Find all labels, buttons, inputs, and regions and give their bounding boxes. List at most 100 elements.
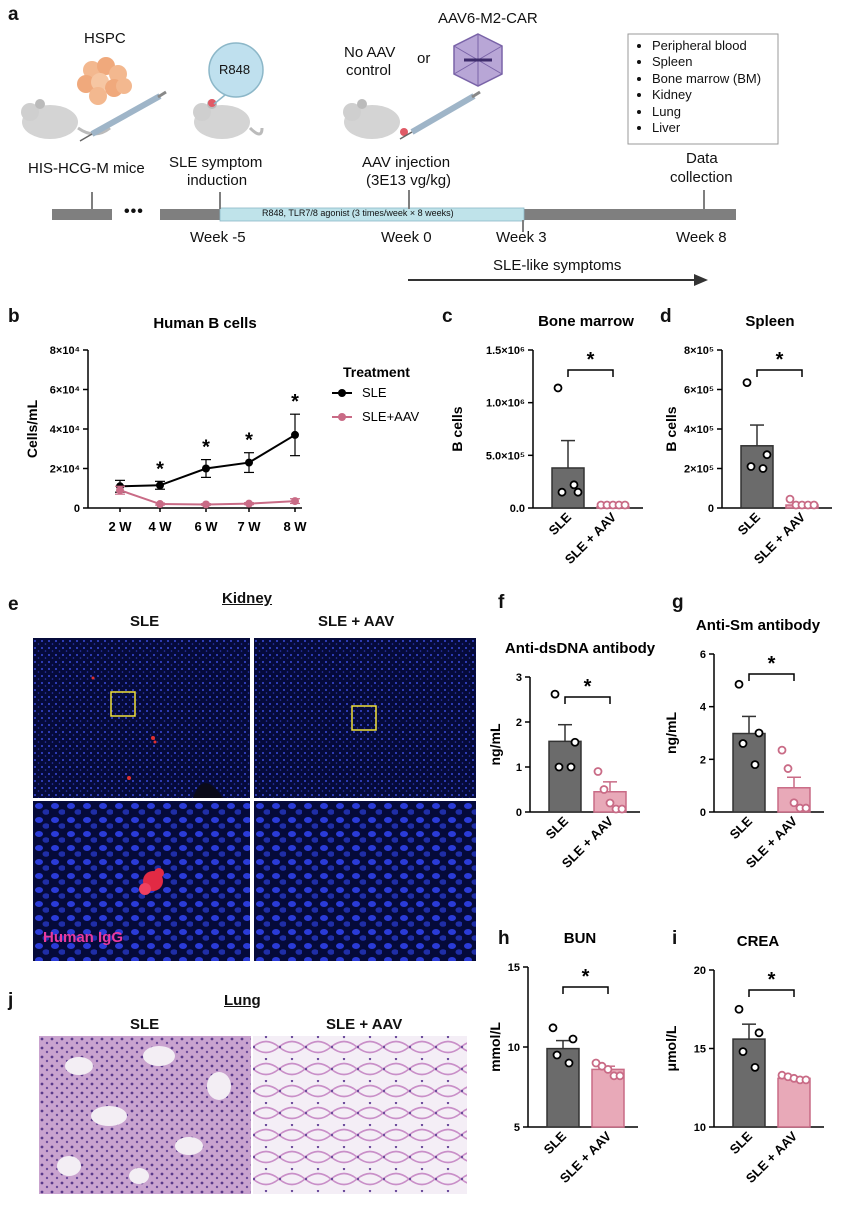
y-tick-label: 8×10⁴ (50, 345, 80, 357)
y-axis-label: ng/mL (663, 712, 679, 754)
tissue-item: Spleen (652, 54, 761, 70)
y-tick-label: 4×10⁵ (684, 424, 714, 436)
bar (548, 740, 582, 813)
significance-star: * (582, 966, 590, 988)
chart-title: CREA (737, 933, 780, 950)
x-tick-label: 6 W (194, 519, 218, 534)
panel-e-label: e (8, 594, 19, 615)
data-point (738, 1047, 748, 1057)
y-tick-label: 8×10⁵ (684, 345, 714, 357)
kidney-aav-overview-texture (254, 638, 476, 798)
hspc-cells-icon (77, 57, 132, 105)
data-point (603, 1064, 613, 1074)
data-point (570, 737, 580, 747)
data-point (202, 464, 210, 473)
bar (546, 1047, 580, 1128)
x-tick-label: 2 W (108, 519, 132, 534)
x-tick-label: SLE (727, 813, 756, 842)
data-point (750, 1062, 760, 1072)
timeline-bar-label: R848, TLR7/8 agonist (3 times/week × 8 w… (262, 208, 454, 218)
y-tick-label: 6 (700, 649, 706, 661)
mice-label: HIS-HCG-M mice (28, 160, 145, 177)
significance-star: * (202, 437, 210, 459)
data-point (548, 1023, 558, 1033)
week-label-1: Week -5 (190, 229, 246, 246)
y-axis-label: mmol/L (487, 1022, 503, 1072)
significance-star: * (584, 676, 592, 698)
timeline-segment-left (52, 209, 112, 220)
data-point (569, 480, 579, 490)
data-point (809, 500, 819, 510)
x-tick-label: SLE (735, 509, 764, 538)
data-point (566, 762, 576, 772)
y-tick-label: 0 (74, 503, 80, 515)
bar (777, 1077, 811, 1128)
x-tick-label: 7 W (237, 519, 261, 534)
data-point (615, 1071, 625, 1081)
zoom-box (351, 705, 377, 731)
data-point (742, 378, 752, 387)
data-point (564, 1058, 574, 1068)
panel-a-label: a (8, 4, 19, 25)
tissue-list-box (627, 33, 779, 145)
significance-bracket (567, 369, 614, 377)
data-point (801, 803, 811, 813)
panel-d-label: d (660, 306, 672, 327)
chart-title: Human B cells (153, 315, 256, 332)
week-label-2: Week 0 (381, 229, 432, 246)
data-point (202, 500, 210, 509)
significance-star: * (776, 349, 784, 371)
lung-sle-image (39, 1036, 251, 1194)
data-point (734, 1004, 744, 1014)
vector-label: AAV6-M2-CAR (438, 10, 538, 27)
panel-f-label: f (498, 592, 505, 613)
week-label-3: Week 3 (496, 229, 547, 246)
y-tick-label: 4×10⁴ (50, 424, 80, 436)
chart-title: Bone marrow (538, 313, 634, 330)
significance-star: * (291, 391, 299, 413)
panel-h-label: h (498, 928, 510, 949)
lung-aav-image (253, 1036, 467, 1194)
y-axis-label: B cells (449, 406, 465, 451)
mouse-icon-3 (343, 99, 408, 139)
panel-i-label: i (672, 928, 678, 949)
x-tick-label: SLE (727, 1128, 756, 1157)
panel-j-label: j (8, 990, 14, 1011)
bar (732, 1038, 766, 1128)
panel-g-label: g (672, 592, 684, 613)
mouse-icon-1 (21, 99, 111, 139)
data-point (783, 764, 793, 773)
chart-bone-marrow: Bone marrow 0.0 5.0×10⁵ 1.0×10⁶ 1.5×10⁶ B cel… (449, 313, 643, 567)
injection-label-2: (3E13 vg/kg) (366, 172, 452, 189)
x-tick-label: 8 W (283, 519, 307, 534)
y-tick-label: 6×10⁴ (50, 385, 80, 397)
significance-star: * (156, 458, 164, 480)
y-tick-label: 2 (516, 717, 522, 729)
significance-star: * (587, 349, 595, 371)
hspc-label: HSPC (84, 30, 126, 47)
chart-title: Anti-dsDNA antibody (505, 640, 656, 657)
y-tick-label: 5.0×10⁵ (486, 450, 525, 462)
data-point (156, 500, 164, 509)
data-point (568, 1034, 578, 1044)
chart-human-b-cells: Human B cells 0 2×10⁴ 4×10⁴ 6×10⁴ 8×10⁴ 2 W 4 W… (24, 315, 420, 534)
bar (732, 732, 766, 813)
tissue-item: Kidney (652, 87, 761, 103)
stain-label: Human IgG (43, 929, 124, 946)
legend-title: Treatment (343, 364, 410, 380)
data-point (746, 462, 756, 471)
induction-label-1: SLE symptom (169, 154, 263, 171)
symptoms-label: SLE-like symptoms (493, 257, 622, 274)
aav-capsid-icon (453, 33, 503, 87)
y-tick-label: 2 (700, 754, 706, 766)
no-aav-label-1: No AAV (344, 44, 396, 61)
significance-bracket (748, 989, 795, 997)
y-tick-label: 10 (694, 1122, 706, 1134)
y-tick-label: 20 (694, 965, 706, 977)
significance-star: * (245, 430, 253, 452)
y-tick-label: 10 (508, 1042, 520, 1054)
